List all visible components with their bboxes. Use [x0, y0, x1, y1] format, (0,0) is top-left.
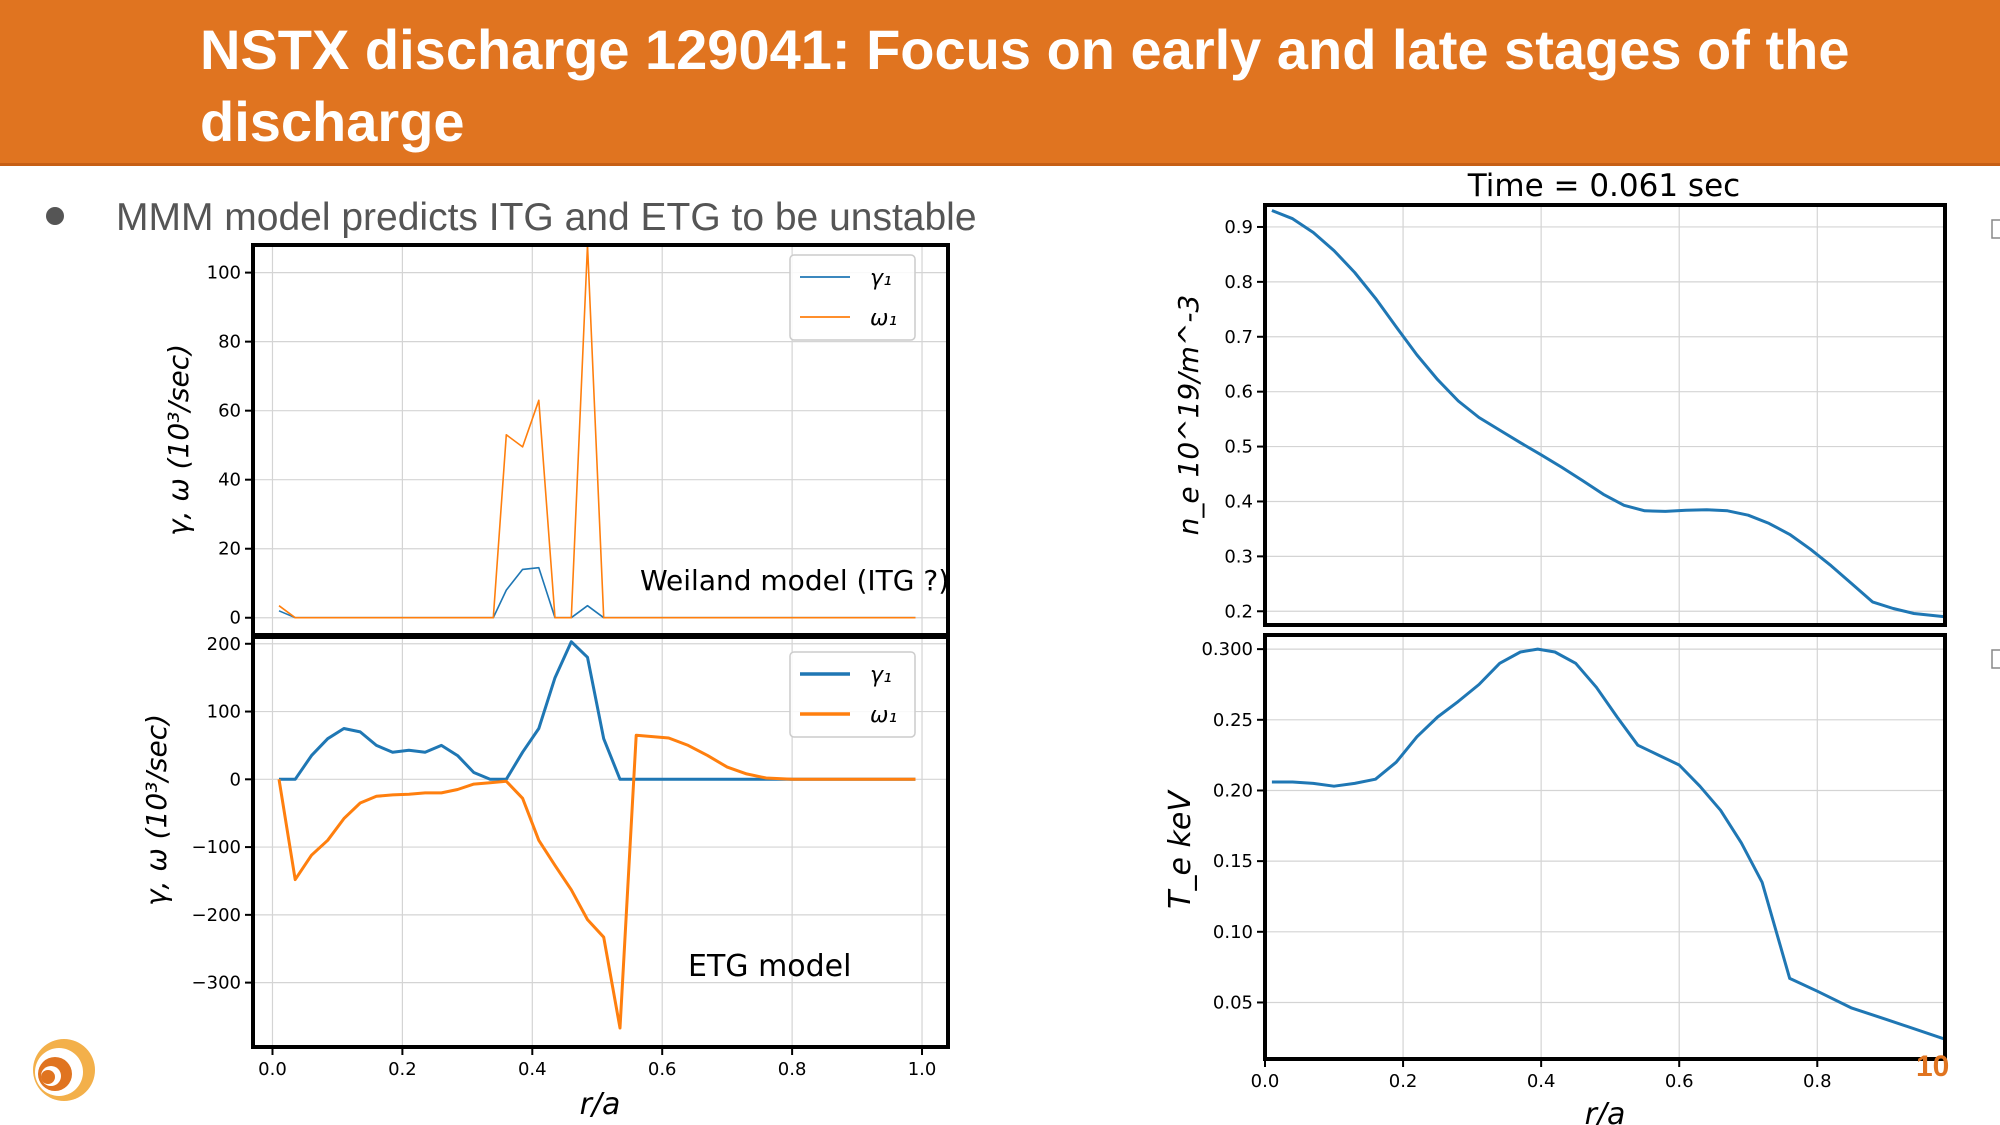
te-xtick-label: 0.0 — [1251, 1071, 1280, 1092]
etg-xtick-label: 0.8 — [778, 1059, 807, 1080]
page-number: 10 — [1916, 1050, 1950, 1083]
etg-ytick-label: −200 — [192, 905, 241, 926]
te-ylabel: T_e keV — [1163, 789, 1198, 909]
weiland-ytick-label: 80 — [218, 332, 241, 353]
etg-ytick-label: 200 — [207, 634, 241, 655]
ne-ytick-label: 0.9 — [1224, 217, 1253, 238]
weiland-series-line-1 — [278, 245, 916, 619]
weiland-ylabel: γ, ω (10³/sec) — [162, 344, 195, 536]
te-ytick-label: 0.10 — [1213, 922, 1253, 943]
ne-ytick-label: 0.8 — [1224, 272, 1253, 293]
weiland-ytick-label: 100 — [207, 263, 241, 284]
ticks-layer: 0 20 40 60 80 100 −300 −200 −100 0 100 200 0.0 0.2 0.4… — [192, 217, 1832, 1092]
bullet-item: MMM model predicts ITG and ETG to be uns… — [46, 196, 977, 240]
etg-ytick-label: −100 — [192, 837, 241, 858]
etg-legend-label-1: ω₁ — [870, 703, 897, 728]
te-ytick-label: 0.20 — [1213, 780, 1253, 801]
cropped-checkbox-top — [1991, 219, 2000, 239]
weiland-ytick-label: 20 — [218, 539, 241, 560]
labels-layer: Weiland model (ITG ?) ETG model Time = 0… — [140, 168, 1740, 1125]
etg-xtick-label: 0.2 — [388, 1059, 417, 1080]
etg-annotation: ETG model — [688, 949, 851, 984]
cropped-checkbox-bottom — [1991, 649, 2000, 669]
ne-ytick-label: 0.3 — [1224, 546, 1253, 567]
frames-layer — [251, 203, 1947, 1061]
bullet-dot-icon — [46, 206, 64, 225]
etg-ytick-label: 0 — [230, 769, 241, 790]
te-xtick-label: 0.8 — [1803, 1071, 1832, 1092]
etg-xtick-label: 1.0 — [908, 1059, 937, 1080]
etg-ytick-label: 100 — [207, 702, 241, 723]
weiland-legend-label-1: ω₁ — [870, 306, 897, 331]
ne-chart-title: Time = 0.061 sec — [1467, 168, 1740, 204]
etg-ylabel: γ, ω (10³/sec) — [140, 714, 173, 906]
te-plot-frame — [1263, 633, 1947, 1061]
te-ytick-label: 0.25 — [1213, 710, 1253, 731]
ne-ytick-label: 0.7 — [1224, 327, 1253, 348]
series-layer — [277, 209, 1945, 1041]
weiland-ytick-label: 40 — [218, 470, 241, 491]
etg-plot-frame — [251, 635, 950, 1049]
te-xtick-label: 0.6 — [1665, 1071, 1694, 1092]
etg-ytick-label: −300 — [192, 973, 241, 994]
etg-series-line-1 — [277, 733, 916, 1030]
ne-series-line-0 — [1271, 209, 1945, 619]
ne-ytick-label: 0.6 — [1224, 382, 1253, 403]
te-xlabel: r/a — [1585, 1097, 1626, 1125]
etg-xlabel: r/a — [580, 1087, 621, 1122]
etg-legend-label-0: γ₁ — [870, 663, 892, 688]
weiland-legend-label-0: γ₁ — [870, 266, 892, 291]
te-ytick-label: 0.300 — [1201, 639, 1253, 660]
te-ytick-label: 0.15 — [1213, 851, 1253, 872]
te-ytick-label: 0.05 — [1213, 992, 1253, 1013]
slide-title: NSTX discharge 129041: Focus on early an… — [200, 18, 1850, 153]
etg-xtick-label: 0.0 — [258, 1059, 287, 1080]
bullet-text: MMM model predicts ITG and ETG to be uns… — [116, 196, 977, 239]
te-xtick-label: 0.4 — [1527, 1071, 1556, 1092]
swirl-logo-icon — [33, 1039, 95, 1101]
weiland-annotation: Weiland model (ITG ?) — [640, 564, 949, 597]
weiland-ytick-label: 60 — [218, 401, 241, 422]
grid-layer — [253, 205, 1945, 1059]
ne-ytick-label: 0.2 — [1224, 601, 1253, 622]
title-bar: NSTX discharge 129041: Focus on early an… — [0, 0, 2000, 166]
te-series-line-0 — [1271, 647, 1945, 1041]
ne-ylabel: n_e 10^19/m^-3 — [1172, 295, 1205, 536]
ne-ytick-label: 0.5 — [1224, 437, 1253, 458]
te-xtick-label: 0.2 — [1389, 1071, 1418, 1092]
legends-layer: γ₁ ω₁ γ₁ ω₁ — [789, 254, 916, 738]
etg-xtick-label: 0.6 — [648, 1059, 677, 1080]
ne-ytick-label: 0.4 — [1224, 491, 1253, 512]
etg-xtick-label: 0.4 — [518, 1059, 547, 1080]
ne-plot-frame — [1263, 203, 1947, 627]
weiland-ytick-label: 0 — [230, 608, 241, 629]
etg-series-line-0 — [279, 640, 916, 781]
